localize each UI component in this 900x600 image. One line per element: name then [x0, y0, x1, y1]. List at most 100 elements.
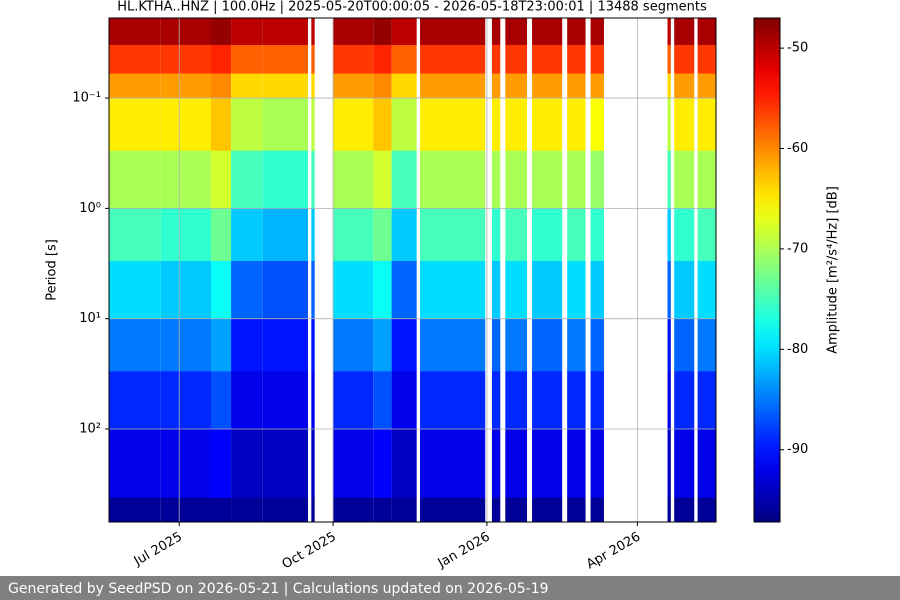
heatmap-cell: [697, 73, 716, 99]
heatmap-cell: [491, 44, 501, 74]
heatmap-cell: [160, 318, 212, 372]
heatmap-cell: [231, 150, 263, 209]
heatmap-cell: [590, 208, 604, 262]
heatmap-cell: [373, 18, 392, 46]
heatmap-cell: [373, 150, 392, 209]
heatmap-cell: [697, 428, 716, 499]
colorbar-tick-label: -80: [787, 342, 808, 357]
heatmap-cell: [333, 371, 374, 430]
heatmap-cell: [567, 98, 586, 151]
footer-text: Generated by SeedPSD on 2026-05-21 | Cal…: [8, 581, 549, 597]
x-tick-label: Apr 2026: [584, 530, 643, 573]
heatmap-cell: [333, 208, 374, 262]
heatmap-cell: [697, 371, 716, 430]
heatmap-cell: [491, 261, 501, 319]
heatmap-cell: [391, 73, 417, 99]
heatmap-cell: [590, 73, 604, 99]
heatmap-cell: [109, 371, 161, 430]
heatmap-cell: [505, 208, 528, 262]
heatmap-cell: [590, 318, 604, 372]
heatmap-cell: [567, 150, 586, 209]
heatmap-cell: [311, 497, 315, 523]
heatmap-cell: [590, 98, 604, 151]
x-tick-label: Jul 2025: [131, 530, 185, 570]
heatmap-cell: [262, 208, 308, 262]
heatmap-cell: [491, 98, 501, 151]
heatmap-cell: [420, 18, 486, 46]
heatmap-cell: [211, 73, 232, 99]
heatmap-cell: [697, 44, 716, 74]
heatmap-cell: [505, 150, 528, 209]
heatmap-cell: [333, 428, 374, 499]
heatmap-cell: [674, 208, 695, 262]
heatmap-cell: [674, 44, 695, 74]
heatmap-cell: [211, 18, 232, 46]
heatmap-cell: [231, 73, 263, 99]
colorbar-tick-label: -50: [787, 41, 808, 56]
heatmap-cell: [674, 73, 695, 99]
heatmap-cell: [109, 18, 161, 46]
heatmap-cell: [333, 44, 374, 74]
heatmap-cell: [491, 18, 501, 46]
heatmap-cell: [697, 497, 716, 523]
heatmap-cell: [505, 428, 528, 499]
heatmap-cell: [420, 98, 486, 151]
heatmap-cell: [160, 150, 212, 209]
heatmap-cell: [491, 428, 501, 499]
heatmap-cell: [420, 73, 486, 99]
heatmap-cell: [109, 208, 161, 262]
heatmap-cell: [590, 150, 604, 209]
heatmap-cell: [160, 261, 212, 319]
heatmap-cell: [667, 371, 671, 430]
colorbar: [753, 17, 781, 523]
heatmap-cell: [491, 318, 501, 372]
heatmap-cell: [420, 371, 486, 430]
colorbar-label: Amplitude [m²/s⁴/Hz] [dB]: [826, 186, 841, 354]
heatmap-cell: [160, 497, 212, 523]
heatmap-cell: [532, 318, 563, 372]
heatmap-cell: [674, 150, 695, 209]
colorbar-tick-label: -70: [787, 241, 808, 256]
heatmap-cell: [697, 318, 716, 372]
heatmap-cell: [109, 73, 161, 99]
heatmap-cell: [567, 261, 586, 319]
heatmap-cell: [674, 98, 695, 151]
chart-title: HL.KTHA..HNZ | 100.0Hz | 2025-05-20T00:0…: [117, 0, 707, 15]
heatmap-cell: [391, 497, 417, 523]
heatmap-cell: [262, 98, 308, 151]
heatmap-cell: [231, 98, 263, 151]
heatmap-cell: [697, 261, 716, 319]
heatmap-cell: [211, 150, 232, 209]
heatmap-cell: [532, 261, 563, 319]
heatmap-cell: [262, 44, 308, 74]
heatmap-cell: [491, 150, 501, 209]
heatmap-cell: [674, 428, 695, 499]
heatmap-cell: [160, 73, 212, 99]
heatmap-cell: [311, 44, 315, 74]
heatmap-cell: [211, 261, 232, 319]
heatmap-cell: [373, 497, 392, 523]
colorbar-tick-label: -90: [787, 442, 808, 457]
heatmap-cell: [311, 98, 315, 151]
heatmap-cell: [667, 18, 671, 46]
heatmap-cell: [231, 261, 263, 319]
heatmap-cell: [160, 371, 212, 430]
heatmap-cell: [420, 318, 486, 372]
heatmap-cell: [333, 18, 374, 46]
heatmap-cell: [532, 98, 563, 151]
heatmap-cell: [505, 73, 528, 99]
heatmap-cell: [505, 261, 528, 319]
heatmap-cell: [590, 428, 604, 499]
heatmap-cell: [420, 428, 486, 499]
heatmap-cell: [160, 428, 212, 499]
heatmap-cell: [211, 44, 232, 74]
heatmap-cell: [262, 428, 308, 499]
x-tick-label: Jan 2026: [435, 530, 493, 572]
heatmap-cell: [567, 318, 586, 372]
footer-bar: [0, 576, 900, 600]
heatmap-cell: [667, 497, 671, 523]
heatmap-cell: [667, 208, 671, 262]
heatmap-cell: [532, 18, 563, 46]
heatmap-cell: [590, 371, 604, 430]
